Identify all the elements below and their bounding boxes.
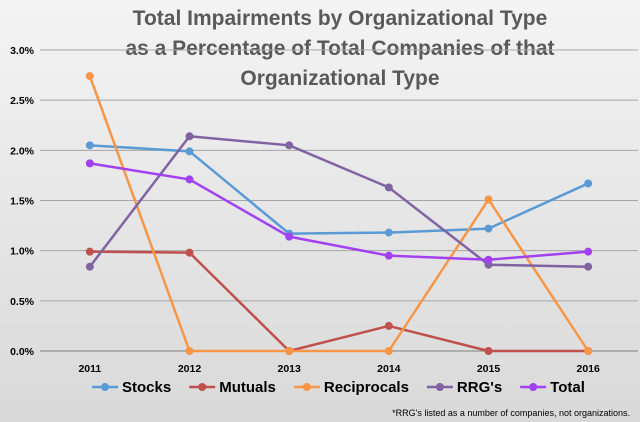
data-point-rrg-s (384, 183, 393, 192)
data-point-rrg-s (285, 141, 294, 150)
footnote: *RRG's listed as a number of companies, … (392, 408, 630, 418)
data-point-stocks (484, 224, 493, 233)
series-rrg-s (85, 132, 593, 271)
y-tick-label: 3.0% (10, 45, 35, 57)
chart-title-line-2: as a Percentage of Total Companies of th… (125, 37, 554, 60)
data-point-reciprocals (384, 347, 393, 355)
data-point-total (85, 159, 94, 168)
series-stocks (85, 141, 593, 238)
legend-label: Stocks (122, 379, 171, 396)
y-tick-label: 1.5% (10, 196, 35, 208)
data-point-reciprocals (285, 347, 294, 355)
legend-item-total: Total (520, 379, 585, 396)
data-point-rrg-s (85, 262, 94, 271)
data-point-stocks (584, 179, 593, 188)
legend-swatch-marker (435, 383, 444, 391)
data-point-total (584, 247, 593, 256)
data-point-rrg-s (185, 132, 194, 141)
data-point-mutuals (384, 321, 393, 330)
legend-label: Total (550, 379, 585, 396)
y-tick-label: 2.0% (10, 145, 35, 157)
data-point-rrg-s (584, 262, 593, 271)
legend-label: Reciprocals (324, 379, 409, 396)
series-line-rrg-s (88, 135, 589, 268)
y-axis-ticks: 0.0% 0.5% 1.0% 1.5% 2.0% 2.5% 3.0% (10, 45, 35, 358)
series-lines (85, 72, 593, 355)
x-axis-ticks: 2011 2012 2013 2014 2015 2016 (78, 363, 600, 375)
data-point-total (484, 255, 493, 264)
y-tick-label: 0.5% (10, 296, 35, 308)
data-point-stocks (185, 147, 194, 156)
legend-item-rrg-s: RRG's (426, 379, 502, 396)
legend-swatch-marker (101, 383, 109, 391)
x-tick-label: 2015 (477, 363, 501, 375)
legend-item-stocks: Stocks (92, 379, 171, 396)
legend-item-reciprocals: Reciprocals (293, 379, 409, 396)
data-point-reciprocals (484, 195, 493, 204)
legend-item-mutuals: Mutuals (189, 379, 276, 396)
x-tick-label: 2011 (78, 363, 101, 375)
legend-swatch-marker (529, 383, 538, 391)
data-point-mutuals (484, 347, 493, 355)
data-point-reciprocals (584, 347, 593, 355)
x-tick-label: 2013 (277, 363, 301, 375)
x-tick-label: 2014 (377, 363, 401, 375)
data-point-reciprocals (85, 72, 94, 81)
series-mutuals (85, 247, 593, 355)
series-line-total (89, 162, 589, 261)
series-reciprocals (85, 72, 593, 355)
legend-label: RRG's (457, 379, 502, 396)
series-total (85, 159, 593, 264)
series-line-stocks (89, 144, 589, 235)
data-point-total (384, 251, 393, 260)
legend-swatch-marker (302, 383, 311, 391)
y-tick-label: 1.0% (10, 246, 35, 258)
data-point-mutuals (85, 247, 94, 256)
data-point-total (185, 175, 194, 184)
chart-title-line-3: Organizational Type (240, 67, 439, 90)
chart-title: Total Impairments by Organizational Type… (125, 7, 554, 90)
y-tick-label: 2.5% (10, 95, 35, 107)
series-line-mutuals (89, 250, 589, 353)
chart-title-line-1: Total Impairments by Organizational Type (133, 7, 548, 30)
legend: Stocks Mutuals Reciprocals RRG's Total (92, 379, 585, 396)
legend-label: Mutuals (219, 379, 276, 396)
legend-swatch-marker (198, 383, 207, 391)
data-point-stocks (384, 228, 393, 237)
data-point-total (285, 232, 294, 241)
data-point-reciprocals (185, 347, 194, 355)
data-point-mutuals (185, 248, 194, 257)
x-tick-label: 2016 (576, 363, 600, 375)
y-tick-label: 0.0% (10, 346, 35, 358)
x-tick-label: 2012 (178, 363, 202, 375)
data-point-stocks (85, 141, 94, 150)
series-line-reciprocals (88, 75, 590, 353)
